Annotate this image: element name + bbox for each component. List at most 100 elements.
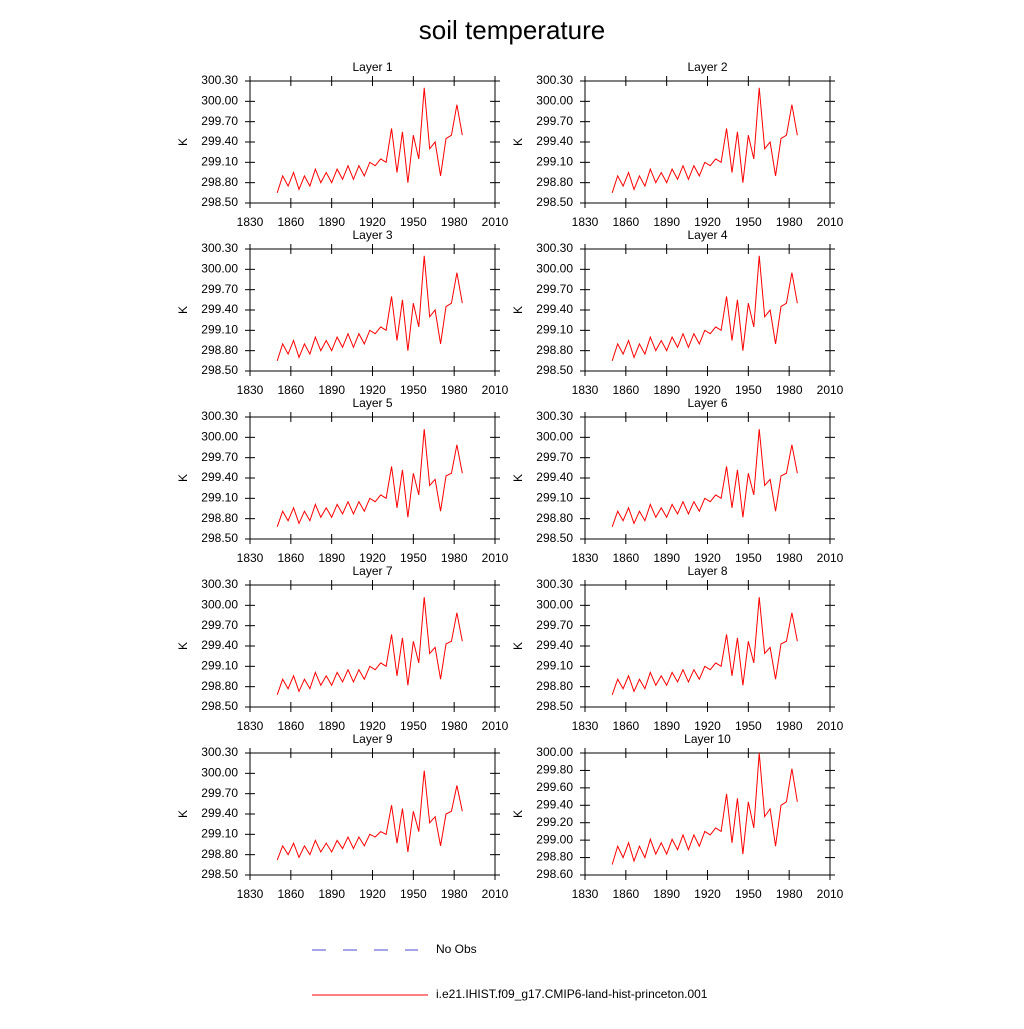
y-tick-label: 299.10 [536,155,573,169]
x-tick-label: 1890 [653,383,680,397]
panel-title: Layer 8 [687,564,727,578]
x-tick-label: 1950 [735,383,762,397]
x-tick-label: 1830 [237,215,264,229]
plot-frame [249,248,496,372]
y-tick-label: 299.40 [536,638,573,652]
y-tick-label: 299.10 [201,491,238,505]
y-tick-label: 300.00 [201,262,238,276]
y-tick-label: 299.70 [201,618,238,632]
y-axis-label: K [176,474,190,482]
panel-title: Layer 5 [352,396,392,410]
data-line [276,597,463,695]
plot-frame [584,584,831,708]
x-tick-label: 2010 [482,551,509,565]
x-tick-label: 1920 [694,551,721,565]
y-tick-label: 299.70 [201,282,238,296]
y-tick-label: 300.00 [536,598,573,612]
y-tick-label: 300.00 [536,262,573,276]
y-tick-label: 300.00 [201,598,238,612]
x-tick-label: 1980 [441,719,468,733]
y-tick-label: 298.50 [201,699,238,713]
y-axis-label: K [511,138,525,146]
x-tick-label: 1980 [776,551,803,565]
x-tick-label: 2010 [482,719,509,733]
y-tick-label: 298.50 [536,195,573,209]
y-tick-label: 300.00 [201,430,238,444]
x-tick-label: 1920 [694,383,721,397]
y-tick-label: 300.30 [536,73,573,87]
y-tick-label: 300.30 [536,409,573,423]
x-tick-label: 1860 [612,551,639,565]
x-tick-label: 1860 [612,887,639,901]
x-tick-label: 2010 [482,383,509,397]
x-tick-label: 1830 [237,719,264,733]
y-tick-label: 298.80 [201,679,238,693]
panel-title: Layer 1 [352,60,392,74]
x-tick-label: 1950 [735,215,762,229]
y-tick-label: 299.40 [536,470,573,484]
y-tick-label: 299.10 [201,827,238,841]
y-tick-label: 299.40 [201,134,238,148]
y-tick-label: 300.30 [201,241,238,255]
y-tick-label: 299.20 [536,815,573,829]
y-tick-label: 300.00 [536,94,573,108]
x-tick-label: 1860 [612,215,639,229]
y-tick-label: 299.40 [201,470,238,484]
y-tick-label: 299.80 [536,763,573,777]
x-tick-label: 1950 [400,383,427,397]
plot-frame [584,248,831,372]
x-tick-label: 1980 [441,551,468,565]
y-tick-label: 300.30 [536,241,573,255]
x-tick-label: 1890 [318,383,345,397]
panel-title: Layer 7 [352,564,392,578]
x-tick-label: 1860 [277,215,304,229]
panel-title: Layer 10 [684,732,731,746]
y-axis-label: K [176,810,190,818]
y-tick-label: 299.70 [201,114,238,128]
x-tick-label: 2010 [817,719,844,733]
x-tick-label: 2010 [482,887,509,901]
x-tick-label: 1920 [359,719,386,733]
x-tick-label: 2010 [482,215,509,229]
x-tick-label: 1980 [441,383,468,397]
page-title: soil temperature [419,15,605,45]
x-tick-label: 1950 [400,719,427,733]
y-tick-label: 298.80 [201,847,238,861]
x-tick-label: 1890 [318,215,345,229]
legend-label: i.e21.IHIST.f09_g17.CMIP6-land-hist-prin… [436,987,708,1001]
x-tick-label: 1860 [612,719,639,733]
y-tick-label: 300.00 [201,94,238,108]
y-tick-label: 299.10 [536,491,573,505]
x-tick-label: 1980 [776,383,803,397]
y-tick-label: 300.00 [201,766,238,780]
y-tick-label: 300.00 [536,745,573,759]
x-tick-label: 1950 [735,719,762,733]
y-tick-label: 299.10 [201,155,238,169]
y-tick-label: 300.00 [536,430,573,444]
x-tick-label: 1830 [572,887,599,901]
y-tick-label: 299.70 [536,618,573,632]
y-axis-label: K [176,138,190,146]
plot-frame [584,416,831,540]
y-tick-label: 299.70 [201,450,238,464]
y-tick-label: 299.40 [201,806,238,820]
panel-title: Layer 2 [687,60,727,74]
x-tick-label: 2010 [817,551,844,565]
y-tick-label: 298.50 [201,195,238,209]
data-line [276,770,463,861]
plot-frame [584,752,831,876]
y-tick-label: 299.40 [201,638,238,652]
y-tick-label: 298.50 [201,867,238,881]
y-tick-label: 299.40 [536,797,573,811]
y-tick-label: 299.70 [201,786,238,800]
y-tick-label: 298.80 [536,850,573,864]
x-tick-label: 1920 [359,215,386,229]
y-tick-label: 298.80 [536,175,573,189]
panel-title: Layer 9 [352,732,392,746]
x-tick-label: 1830 [572,719,599,733]
y-tick-label: 298.80 [536,343,573,357]
x-tick-label: 1980 [776,215,803,229]
x-tick-label: 2010 [817,887,844,901]
x-tick-label: 1980 [776,887,803,901]
y-axis-label: K [511,474,525,482]
